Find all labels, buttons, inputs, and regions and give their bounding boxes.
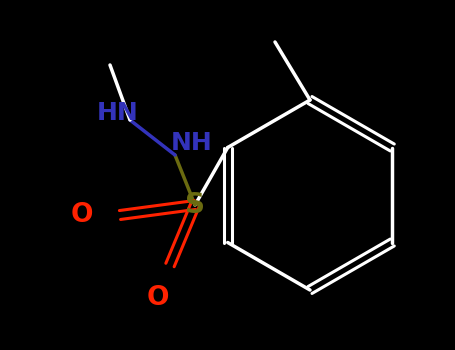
Text: NH: NH <box>171 131 213 155</box>
Text: S: S <box>185 191 205 219</box>
Text: O: O <box>71 202 93 228</box>
Text: O: O <box>147 285 169 311</box>
Text: HN: HN <box>97 101 139 125</box>
